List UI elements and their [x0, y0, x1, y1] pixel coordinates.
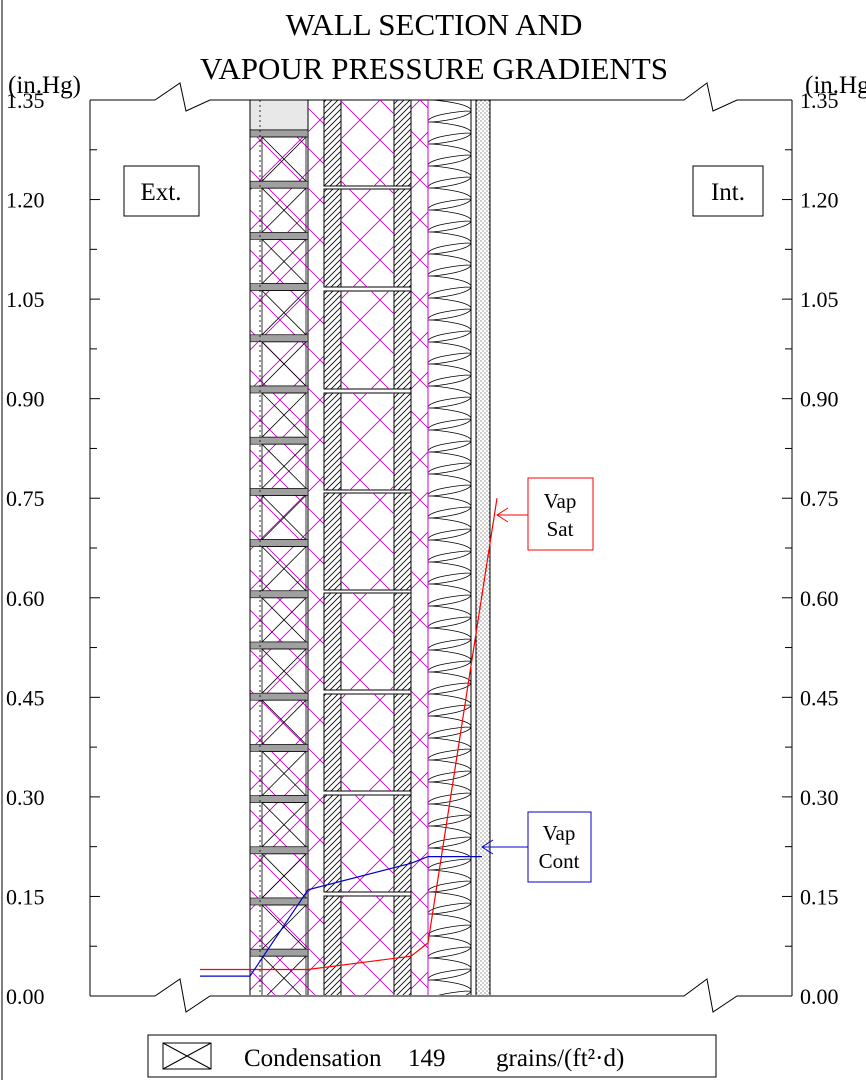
condensation-legend: Condensation 149 grains/(ft²·d): [147, 1034, 717, 1078]
title-line-1: WALL SECTION AND: [286, 7, 583, 42]
vap-cont-label-line-2: Cont: [539, 849, 580, 873]
mortar-joint: [249, 385, 309, 394]
right-tick-label: 1.35: [800, 88, 839, 113]
cavity-insulation-layer: [308, 100, 324, 995]
mortar-joint: [249, 744, 309, 752]
left-tick-label: 0.90: [6, 387, 45, 412]
wall-section: [249, 100, 491, 995]
interior-label-box: [692, 165, 764, 217]
vapour-barrier-layer: [470, 100, 477, 995]
brick-veneer-layer: [249, 100, 309, 995]
batt-insulation-layer: [427, 100, 472, 995]
left-unit-label: (in.Hg): [8, 72, 81, 99]
vap-cont-line: [200, 855, 482, 977]
mortar-joint: [249, 283, 309, 291]
mortar-joint: [249, 897, 309, 906]
mortar-joint: [249, 846, 309, 855]
gypsum-board-layer: [475, 100, 491, 995]
right-tick-label: 0.30: [800, 785, 839, 810]
mortar-joint: [249, 232, 309, 240]
title-line-2: VAPOUR PRESSURE GRADIENTS: [200, 51, 668, 86]
mortar-joint: [249, 539, 309, 547]
legend-label: Condensation: [244, 1045, 382, 1072]
mortar-joint: [249, 641, 309, 650]
left-tick-label: 0.60: [6, 586, 45, 611]
right-tick-label: 0.75: [800, 486, 839, 511]
right-tick-label: 0.60: [800, 586, 839, 611]
concrete-block-layer: [323, 100, 412, 995]
vap-cont-callout: Vap Cont: [481, 811, 592, 883]
interior-label: Int.: [711, 179, 745, 206]
bottom-boundary-line: [90, 978, 792, 1013]
left-tick-label: 0.15: [6, 884, 45, 909]
mortar-joint: [249, 590, 309, 599]
vap-sat-label-line-2: Sat: [547, 517, 574, 541]
vap-sat-line: [200, 498, 498, 971]
mortar-joint: [249, 334, 309, 343]
mortar-joint: [249, 948, 309, 957]
left-tick-label: 1.05: [6, 287, 45, 312]
top-boundary-line: [90, 82, 792, 112]
mortar-joint: [249, 795, 309, 803]
exterior-label: Ext.: [141, 179, 182, 206]
right-tick-label: 0.15: [800, 884, 839, 909]
mortar-joint: [249, 436, 309, 445]
mortar-joint: [249, 180, 309, 189]
vap-sat-label-line-1: Vap: [544, 489, 577, 513]
mortar-joint: [249, 692, 309, 701]
left-tick-label: 1.20: [6, 188, 45, 213]
right-tick-label: 0.45: [800, 685, 839, 710]
exterior-label-box: [123, 165, 200, 217]
right-tick-label: 1.20: [800, 188, 839, 213]
right-unit-label: (in.Hg): [805, 72, 866, 99]
left-tick-label: 0.75: [6, 486, 45, 511]
condensation-hatch-icon: [162, 1042, 212, 1070]
legend-units: grains/(ft²·d): [496, 1045, 624, 1072]
right-tick-label: 0.90: [800, 387, 839, 412]
legend-value: 149: [408, 1045, 446, 1072]
vap-cont-label-line-1: Vap: [543, 821, 576, 845]
left-tick-label: 1.35: [6, 88, 45, 113]
left-tick-label: 0.45: [6, 685, 45, 710]
vap-sat-callout: Vap Sat: [496, 477, 594, 551]
right-tick-label: 0.00: [800, 984, 839, 1009]
mortar-joint: [249, 129, 309, 138]
left-tick-label: 0.00: [6, 984, 45, 1009]
axis-ticks: 0.00 0.00 0.15 0.15 0.30 0.30 0.45 0.45 0.60 0.60…: [6, 88, 839, 1009]
mortar-joint: [249, 488, 309, 496]
rigid-insulation-layer: [411, 100, 428, 995]
right-tick-label: 1.05: [800, 287, 839, 312]
left-tick-label: 0.30: [6, 785, 45, 810]
